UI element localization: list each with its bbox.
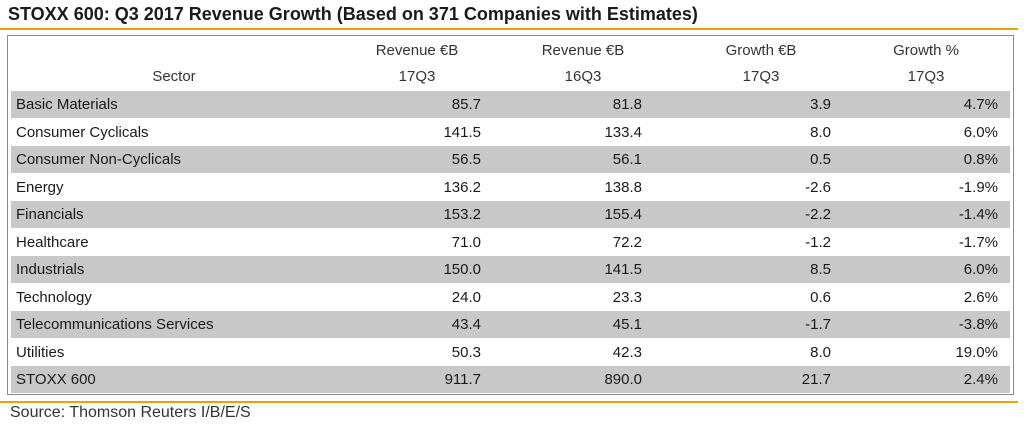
rev16-cell: 23.3 xyxy=(612,288,642,306)
header-col3-line2: 17Q3 xyxy=(742,68,780,85)
title-rule xyxy=(0,28,1018,30)
sector-cell: Telecommunications Services xyxy=(16,316,214,333)
growth_pct-cell: 6.0% xyxy=(963,123,998,141)
growth_pct-cell: 19.0% xyxy=(955,343,998,361)
header-col4-line1: Growth % xyxy=(893,42,959,59)
rev17-cell: 50.3 xyxy=(451,343,481,361)
sector-cell: STOXX 600 xyxy=(16,371,96,388)
rev17-cell: 153.2 xyxy=(443,206,481,223)
growth_eur-cell: 0.6 xyxy=(810,288,831,306)
sector-cell: Energy xyxy=(16,178,64,196)
growth_eur-cell: 8.0 xyxy=(810,123,831,141)
table-frame: Sector Revenue €B 17Q3 Revenue €B 16Q3 Growth… xyxy=(7,35,1014,395)
growth_eur-cell: -2.6 xyxy=(805,178,831,196)
rev17-cell: 71.0 xyxy=(451,233,481,251)
chart-title: STOXX 600: Q3 2017 Revenue Growth (Based… xyxy=(8,4,698,24)
rev16-cell: 138.8 xyxy=(604,178,642,196)
sector-cell: Basic Materials xyxy=(16,96,118,113)
table-row: Basic Materials 85.7 81.8 3.9 4.7% xyxy=(11,91,1010,118)
rev16-cell: 56.1 xyxy=(612,151,642,168)
growth_pct-cell: 0.8% xyxy=(963,151,998,168)
rev16-cell: 141.5 xyxy=(604,261,642,278)
growth_pct-cell: 6.0% xyxy=(963,261,998,278)
rev17-cell: 43.4 xyxy=(451,316,481,333)
table-row: STOXX 600 911.7 890.0 21.7 2.4% xyxy=(11,366,1010,393)
rev16-cell: 45.1 xyxy=(612,316,642,333)
header-col1-line2: 17Q3 xyxy=(398,68,436,85)
rev17-cell: 56.5 xyxy=(451,151,481,168)
growth_eur-cell: -1.2 xyxy=(805,233,831,251)
rev16-cell: 133.4 xyxy=(604,123,642,141)
table-header: Sector Revenue €B 17Q3 Revenue €B 16Q3 Growth… xyxy=(8,36,1013,91)
growth_eur-cell: 21.7 xyxy=(801,371,831,388)
table-row: Utilities 50.3 42.3 8.0 19.0% xyxy=(11,339,1010,366)
sector-cell: Technology xyxy=(16,288,92,306)
growth_pct-cell: -3.8% xyxy=(958,316,998,333)
growth_eur-cell: -1.7 xyxy=(805,316,831,333)
growth_pct-cell: -1.4% xyxy=(958,206,998,223)
table-row: Telecommunications Services 43.4 45.1 -1.7 -… xyxy=(11,311,1010,338)
growth_eur-cell: 3.9 xyxy=(810,96,831,113)
header-col2-line1: Revenue €B xyxy=(541,42,625,59)
rev17-cell: 150.0 xyxy=(443,261,481,278)
rev16-cell: 42.3 xyxy=(612,343,642,361)
rev17-cell: 85.7 xyxy=(451,96,481,113)
header-col2-line2: 16Q3 xyxy=(564,68,602,85)
sector-cell: Healthcare xyxy=(16,233,89,251)
table-row: Consumer Cyclicals 141.5 133.4 8.0 6.0% xyxy=(11,119,1010,146)
rev17-cell: 141.5 xyxy=(443,123,481,141)
growth_pct-cell: -1.9% xyxy=(958,178,998,196)
growth_pct-cell: -1.7% xyxy=(958,233,998,251)
table-row: Consumer Non-Cyclicals 56.5 56.1 0.5 0.8% xyxy=(11,146,1010,173)
table-row: Industrials 150.0 141.5 8.5 6.0% xyxy=(11,256,1010,283)
footer-rule xyxy=(0,401,1018,403)
rev16-cell: 81.8 xyxy=(612,96,642,113)
source-note: Source: Thomson Reuters I/B/E/S xyxy=(10,404,251,421)
sector-cell: Consumer Non-Cyclicals xyxy=(16,151,182,168)
table-row: Technology 24.0 23.3 0.6 2.6% xyxy=(11,284,1010,311)
table-row: Financials 153.2 155.4 -2.2 -1.4% xyxy=(11,201,1010,228)
header-col4-line2: 17Q3 xyxy=(907,68,945,85)
table-row: Energy 136.2 138.8 -2.6 -1.9% xyxy=(11,174,1010,201)
growth_pct-cell: 2.6% xyxy=(963,288,998,306)
rev17-cell: 24.0 xyxy=(451,288,481,306)
rev16-cell: 890.0 xyxy=(604,371,642,388)
header-col3-line1: Growth €B xyxy=(725,42,797,59)
growth_pct-cell: 4.7% xyxy=(963,96,998,113)
rev17-cell: 136.2 xyxy=(443,178,481,196)
sector-cell: Industrials xyxy=(16,261,85,278)
sector-cell: Financials xyxy=(16,206,84,223)
table-row: Healthcare 71.0 72.2 -1.2 -1.7% xyxy=(11,229,1010,256)
growth_eur-cell: -2.2 xyxy=(805,206,831,223)
rev16-cell: 72.2 xyxy=(612,233,642,251)
header-col0-line2: Sector xyxy=(152,68,196,85)
sector-cell: Utilities xyxy=(16,343,65,361)
rev16-cell: 155.4 xyxy=(604,206,642,223)
header-col1-line1: Revenue €B xyxy=(375,42,459,59)
growth_eur-cell: 8.5 xyxy=(810,261,831,278)
rev17-cell: 911.7 xyxy=(444,371,481,388)
growth_pct-cell: 2.4% xyxy=(963,371,998,388)
growth_eur-cell: 8.0 xyxy=(810,343,831,361)
sector-cell: Consumer Cyclicals xyxy=(16,123,149,141)
growth_eur-cell: 0.5 xyxy=(810,151,831,168)
